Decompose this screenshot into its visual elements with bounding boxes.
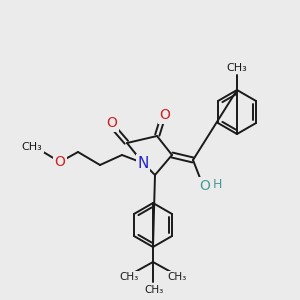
Text: CH₃: CH₃ (167, 272, 187, 282)
Text: CH₃: CH₃ (119, 272, 139, 282)
Text: CH₃: CH₃ (144, 285, 164, 295)
Text: H: H (212, 178, 222, 190)
Text: O: O (55, 155, 65, 169)
Text: O: O (106, 116, 117, 130)
Text: CH₃: CH₃ (226, 63, 248, 73)
Text: N: N (137, 155, 149, 170)
Text: O: O (200, 179, 210, 193)
Text: CH₃: CH₃ (22, 142, 42, 152)
Text: O: O (160, 108, 170, 122)
